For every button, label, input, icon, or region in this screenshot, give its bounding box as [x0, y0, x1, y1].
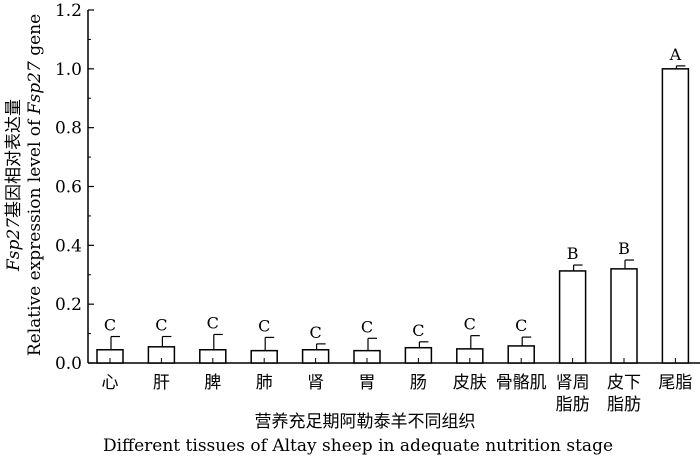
- x-category-label: 胃: [359, 373, 376, 393]
- x-category-label: 脂肪: [556, 395, 590, 415]
- bar: [558, 270, 587, 364]
- y-ticks: 0.0 0.2 0.4 0.6 0.8 1.0 1.2: [55, 1, 94, 374]
- axes: [87, 10, 700, 364]
- y-tick-label: 0.6: [55, 178, 82, 198]
- y-tick-label: 1.0: [55, 60, 82, 80]
- significance-label: C: [309, 323, 321, 342]
- y-tick-label: 0.8: [55, 119, 82, 139]
- significance-label: B: [618, 239, 630, 258]
- significance-label: C: [155, 316, 167, 335]
- x-category-label: 心: [102, 373, 119, 393]
- significance-label: A: [669, 45, 682, 64]
- y-axis-label-english: Relative expression level of Fsp27 gene: [25, 14, 45, 356]
- y-tick-label: 1.2: [55, 1, 82, 21]
- x-category-label: 皮肤: [453, 373, 487, 393]
- y-axis-label-chinese: Fsp27基因相对表达量: [4, 99, 24, 272]
- significance-label: C: [361, 317, 373, 336]
- bar: [610, 268, 638, 364]
- x-axis-label-chinese: 营养充足期阿勒泰羊不同组织: [255, 412, 476, 432]
- y-tick-label: 0.0: [55, 354, 82, 374]
- x-category-labels: 心肝脾肺肾胃肠皮肤 骨骼肌 肾周脂肪皮下脂肪尾脂: [102, 358, 692, 415]
- x-category-label: 肠: [410, 373, 427, 393]
- x-category-label: 肾周: [556, 373, 590, 393]
- x-category-label: 肺: [256, 373, 273, 393]
- significance-label: C: [258, 316, 270, 335]
- x-category-label: 皮下: [607, 373, 641, 393]
- y-tick-label: 0.2: [55, 295, 82, 315]
- x-category-label: 脾: [204, 373, 221, 393]
- significance-label: C: [104, 316, 116, 335]
- significance-label: C: [412, 321, 424, 340]
- x-category-label: 脂肪: [607, 395, 641, 415]
- x-axis-label-english: Different tissues of Altay sheep in adeq…: [103, 436, 613, 456]
- bar: [661, 68, 690, 364]
- x-category-label: 骨骼肌: [496, 373, 547, 393]
- x-category-label: 尾脂: [658, 373, 692, 393]
- bars: C C C C C C C C C B B A: [96, 45, 690, 364]
- significance-label: C: [515, 316, 527, 335]
- x-category-label: 肝: [153, 373, 170, 393]
- x-category-label: 肾: [307, 373, 324, 393]
- significance-label: C: [207, 313, 219, 332]
- significance-label: C: [464, 315, 476, 334]
- significance-label: B: [567, 244, 579, 263]
- y-tick-label: 0.4: [55, 236, 82, 256]
